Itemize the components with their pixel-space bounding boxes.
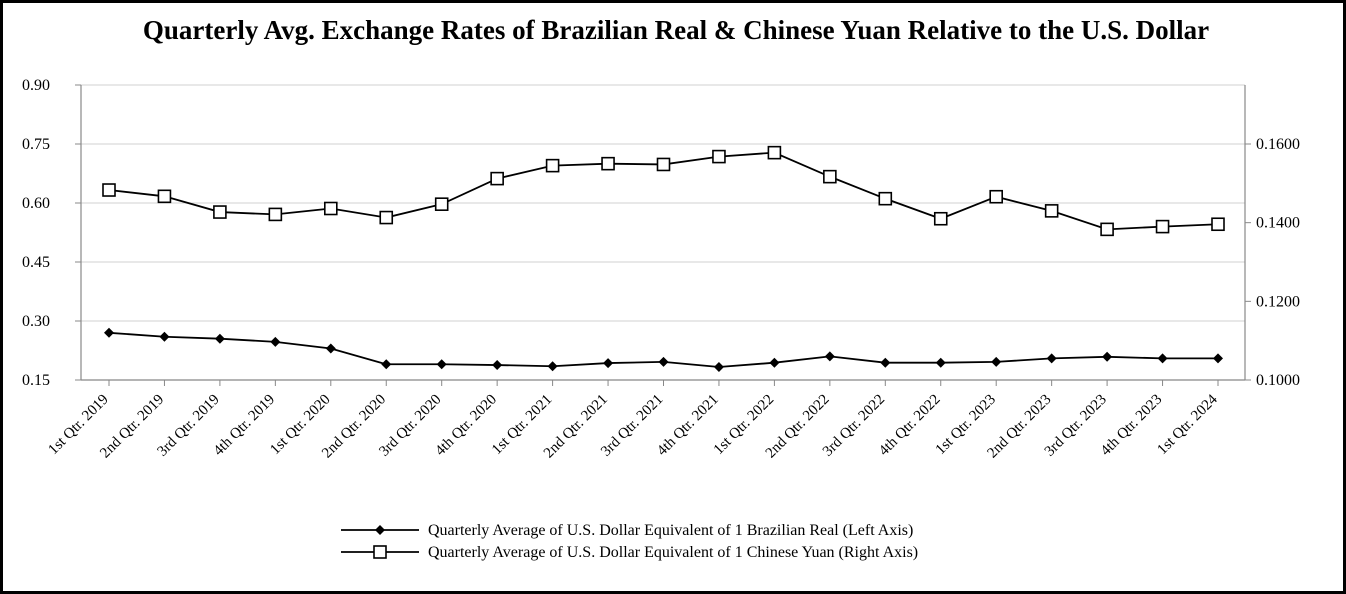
series-2-point: [379, 210, 394, 225]
series-1-point: [1213, 353, 1223, 364]
series-2-point: [989, 189, 1004, 204]
legend-label-1: Quarterly Average of U.S. Dollar Equival…: [428, 522, 913, 539]
series-2-point: [434, 197, 449, 211]
series-2-point: [712, 149, 726, 164]
series-2-point: [268, 207, 283, 222]
series-2-point: [1211, 217, 1225, 232]
x-axis-tick-label: 1st Qtr. 2024: [1154, 391, 1221, 458]
series-2-point: [490, 171, 504, 186]
series-1-point: [824, 351, 835, 362]
series-2-point: [545, 158, 560, 173]
series-2-point: [102, 183, 116, 197]
series-1-point: [492, 360, 503, 371]
series-2-point: [323, 201, 338, 216]
series-2-point: [1155, 219, 1170, 234]
chart-title: Quarterly Avg. Exchange Rates of Brazili…: [142, 15, 1210, 45]
series-1-point: [214, 333, 225, 344]
series-2-point: [767, 145, 782, 160]
left-axis-tick-label: 0.60: [22, 195, 50, 212]
series-1-point: [658, 356, 669, 367]
left-axis-tick-label: 0.90: [22, 77, 50, 94]
series-1-point: [769, 357, 780, 368]
series-group: [102, 145, 1225, 373]
series-1-point: [270, 336, 281, 347]
series-1-point: [159, 331, 170, 342]
left-axis-tick-label: 0.75: [22, 136, 50, 153]
series-1-point: [713, 362, 724, 373]
series-1-point: [547, 361, 558, 372]
series-2-point: [601, 156, 615, 171]
axes: 0.15 0.30 0.45 0.60 0.75 0.90 0.1000 0.1200 0.14…: [22, 77, 1300, 461]
legend-label-2: Quarterly Average of U.S. Dollar Equival…: [428, 544, 918, 561]
legend: Quarterly Average of U.S. Dollar Equival…: [341, 522, 918, 561]
series-2-point: [1100, 222, 1114, 237]
legend-marker-1: [375, 525, 385, 535]
series-1-point: [935, 357, 946, 368]
series-1-point: [1046, 353, 1057, 364]
right-axis-tick-label: 0.1200: [1256, 293, 1300, 310]
series-1-point: [1102, 351, 1113, 362]
series-2-point: [1044, 204, 1059, 218]
series-2-point: [878, 191, 893, 206]
series-1-point: [381, 359, 392, 370]
series-2-point: [933, 211, 948, 226]
series-1-point: [104, 327, 114, 338]
right-axis-tick-label: 0.1400: [1256, 215, 1300, 232]
left-axis-tick-label: 0.45: [22, 254, 50, 271]
series-1-point: [325, 343, 336, 354]
left-axis-tick-label: 0.30: [22, 313, 50, 330]
series-1-point: [991, 356, 1002, 367]
series-2-point: [213, 205, 227, 219]
series-2-point: [823, 169, 837, 184]
right-axis-tick-label: 0.1600: [1256, 136, 1300, 153]
series-1-point: [880, 357, 891, 368]
legend-marker-2: [373, 545, 387, 559]
series-1-point: [603, 358, 614, 369]
series-2-point: [157, 189, 172, 204]
left-axis-tick-label: 0.15: [22, 372, 50, 389]
series-2-point: [656, 157, 671, 172]
series-1-point: [1157, 353, 1168, 364]
series-1-point: [436, 359, 447, 370]
gridlines: [81, 84, 1245, 322]
right-axis-tick-label: 0.1000: [1256, 372, 1300, 389]
